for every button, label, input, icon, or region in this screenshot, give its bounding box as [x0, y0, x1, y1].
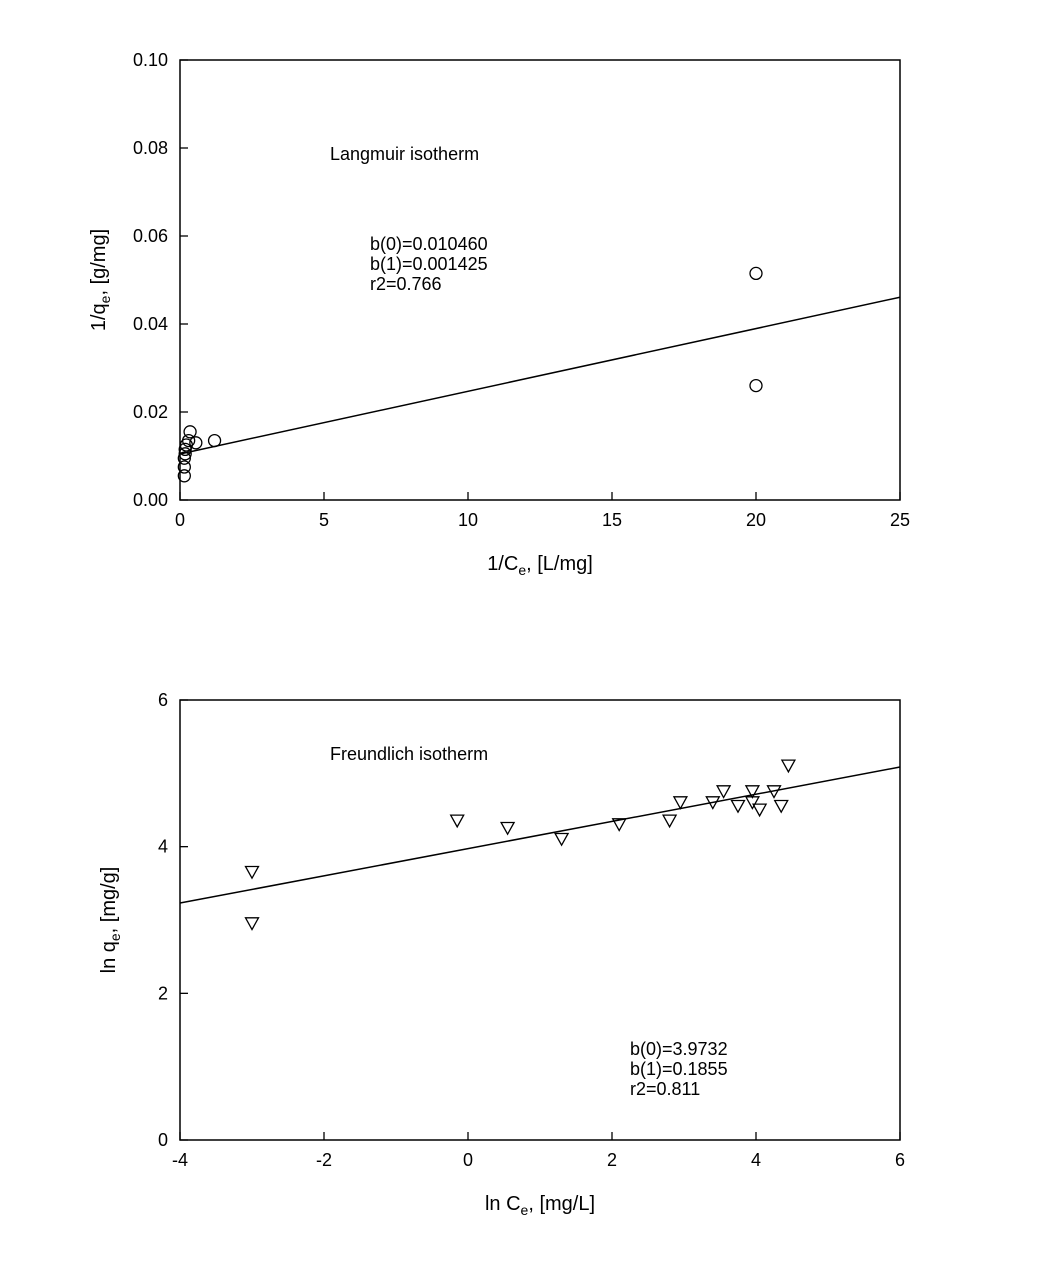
svg-text:6: 6	[158, 690, 168, 710]
figure-page: 0510152025 0.000.020.040.060.080.10 Lang…	[0, 0, 1041, 1261]
svg-text:6: 6	[895, 1150, 905, 1170]
svg-text:-2: -2	[316, 1150, 332, 1170]
annot-b1: b(1)=0.001425	[370, 254, 488, 274]
x-ticks: -4 -2 0 2 4 6	[172, 1132, 905, 1170]
y-axis-title: ln qe, [mg/g]	[98, 867, 123, 974]
fit-line	[180, 767, 900, 903]
svg-text:2: 2	[158, 983, 168, 1003]
svg-text:0: 0	[158, 1130, 168, 1150]
svg-text:0.04: 0.04	[133, 314, 168, 334]
annot-b1: b(1)=0.1855	[630, 1059, 728, 1079]
svg-text:0: 0	[175, 510, 185, 530]
data-points	[178, 267, 762, 481]
svg-text:0.10: 0.10	[133, 50, 168, 70]
x-axis-title: ln Ce, [mg/L]	[485, 1193, 595, 1218]
fit-line	[180, 297, 900, 454]
annot-b0: b(0)=0.010460	[370, 234, 488, 254]
annot-r2: r2=0.766	[370, 274, 442, 294]
svg-text:20: 20	[746, 510, 766, 530]
svg-text:0: 0	[463, 1150, 473, 1170]
x-ticks: 0 5 10 15 20 25	[175, 492, 910, 530]
svg-text:0.00: 0.00	[133, 490, 168, 510]
annot-b0: b(0)=3.9732	[630, 1039, 728, 1059]
data-points	[246, 760, 795, 929]
svg-text:-4: -4	[172, 1150, 188, 1170]
svg-text:4: 4	[751, 1150, 761, 1170]
langmuir-chart: 0 5 10 15 20 25 0.00 0.02 0.04 0.06 0.08 0.10 Lang…	[0, 0, 1041, 620]
y-ticks: 0 2 4 6	[158, 690, 188, 1150]
svg-text:4: 4	[158, 837, 168, 857]
svg-text:0.06: 0.06	[133, 226, 168, 246]
svg-text:2: 2	[607, 1150, 617, 1170]
chart-title: Langmuir isotherm	[330, 144, 479, 164]
svg-text:25: 25	[890, 510, 910, 530]
svg-text:10: 10	[458, 510, 478, 530]
svg-text:0.08: 0.08	[133, 138, 168, 158]
annot-r2: r2=0.811	[630, 1079, 700, 1099]
x-axis-title: 1/Ce, [L/mg]	[487, 553, 593, 578]
svg-text:0.02: 0.02	[133, 402, 168, 422]
plot-border	[180, 60, 900, 500]
svg-text:15: 15	[602, 510, 622, 530]
chart-title: Freundlich isotherm	[330, 744, 488, 764]
y-axis-title: 1/qe, [g/mg]	[88, 229, 113, 331]
svg-text:5: 5	[319, 510, 329, 530]
freundlich-chart: -4 -2 0 2 4 6 0 2 4 6 Freundlich isotherm b(0)=3…	[0, 640, 1041, 1260]
